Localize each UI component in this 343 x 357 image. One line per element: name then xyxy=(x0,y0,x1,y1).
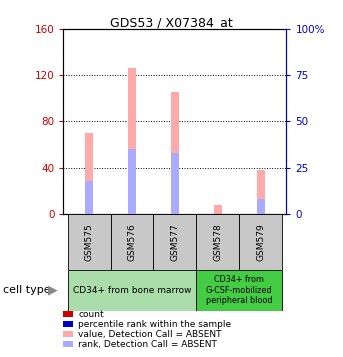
FancyBboxPatch shape xyxy=(154,214,196,270)
Text: CD34+ from bone marrow: CD34+ from bone marrow xyxy=(73,286,191,295)
Text: GDS53 / X07384_at: GDS53 / X07384_at xyxy=(110,16,233,29)
Text: value, Detection Call = ABSENT: value, Detection Call = ABSENT xyxy=(78,330,222,339)
FancyBboxPatch shape xyxy=(68,214,110,270)
Text: GSM577: GSM577 xyxy=(170,223,179,261)
Text: GSM575: GSM575 xyxy=(85,223,94,261)
FancyBboxPatch shape xyxy=(196,214,239,270)
Text: ▶: ▶ xyxy=(48,283,58,297)
Bar xyxy=(128,68,136,214)
FancyBboxPatch shape xyxy=(196,270,282,311)
FancyBboxPatch shape xyxy=(239,214,282,270)
Bar xyxy=(171,153,179,214)
Bar xyxy=(85,181,93,214)
Text: rank, Detection Call = ABSENT: rank, Detection Call = ABSENT xyxy=(78,340,217,349)
Text: cell type: cell type xyxy=(3,285,51,295)
Bar xyxy=(171,92,179,214)
Bar xyxy=(85,133,93,214)
Bar xyxy=(214,205,222,214)
Bar xyxy=(257,199,264,214)
Text: percentile rank within the sample: percentile rank within the sample xyxy=(78,320,231,329)
FancyBboxPatch shape xyxy=(110,214,154,270)
Text: CD34+ from
G-CSF-mobilized
peripheral blood: CD34+ from G-CSF-mobilized peripheral bl… xyxy=(206,275,272,305)
FancyBboxPatch shape xyxy=(68,270,196,311)
Text: count: count xyxy=(78,310,104,319)
Bar xyxy=(257,170,264,214)
Text: GSM579: GSM579 xyxy=(256,223,265,261)
Text: GSM578: GSM578 xyxy=(213,223,222,261)
Bar xyxy=(128,149,136,214)
Text: GSM576: GSM576 xyxy=(128,223,137,261)
